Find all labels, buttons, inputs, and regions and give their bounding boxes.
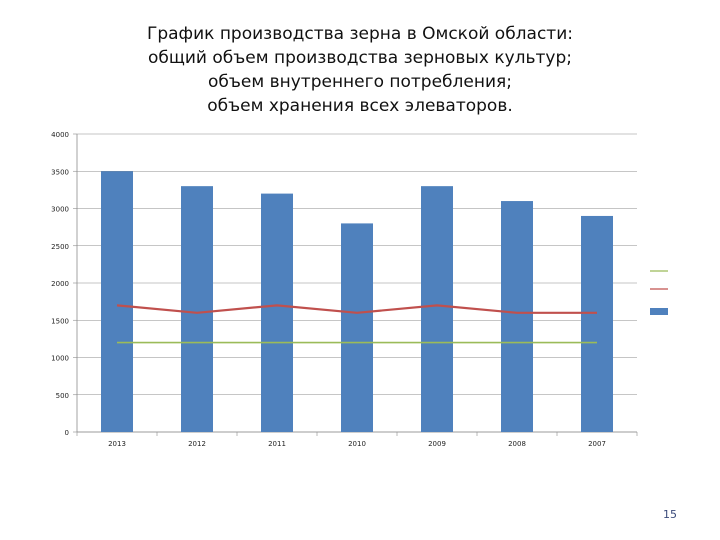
bar (101, 171, 133, 432)
title-line-1: График производства зерна в Омской облас… (146, 24, 573, 44)
x-tick-label: 2012 (188, 440, 206, 448)
y-tick-label: 1000 (51, 355, 69, 363)
y-tick-label: 3000 (51, 206, 69, 214)
y-tick-label: 4000 (51, 131, 69, 139)
y-tick-label: 2000 (51, 280, 69, 288)
legend-key (650, 308, 668, 315)
bar (341, 223, 373, 432)
y-tick-label: 0 (65, 429, 69, 437)
title-line-3: объем внутреннего потребления; (208, 72, 512, 92)
bar (581, 215, 613, 432)
bar (261, 193, 293, 432)
page-number: 15 (663, 508, 677, 521)
x-tick-label: 2008 (508, 440, 526, 448)
title-line-4: объем хранения всех элеваторов. (207, 96, 513, 116)
y-tick-label: 1500 (51, 317, 69, 325)
x-tick-label: 2009 (428, 440, 446, 448)
series-line (116, 304, 597, 314)
x-tick-label: 2007 (588, 440, 606, 448)
y-tick-label: 500 (56, 392, 69, 400)
bar (501, 201, 533, 432)
y-tick-label: 3500 (51, 168, 69, 176)
chart-title: График производства зерна в Омской облас… (60, 22, 660, 118)
x-tick-label: 2013 (108, 440, 126, 448)
bar (181, 186, 213, 432)
x-tick-label: 2010 (348, 440, 366, 448)
x-tick-label: 2011 (268, 440, 286, 448)
title-line-2: общий объем производства зерновых культу… (147, 48, 573, 68)
y-tick-label: 2500 (51, 243, 69, 251)
bar (421, 186, 453, 432)
